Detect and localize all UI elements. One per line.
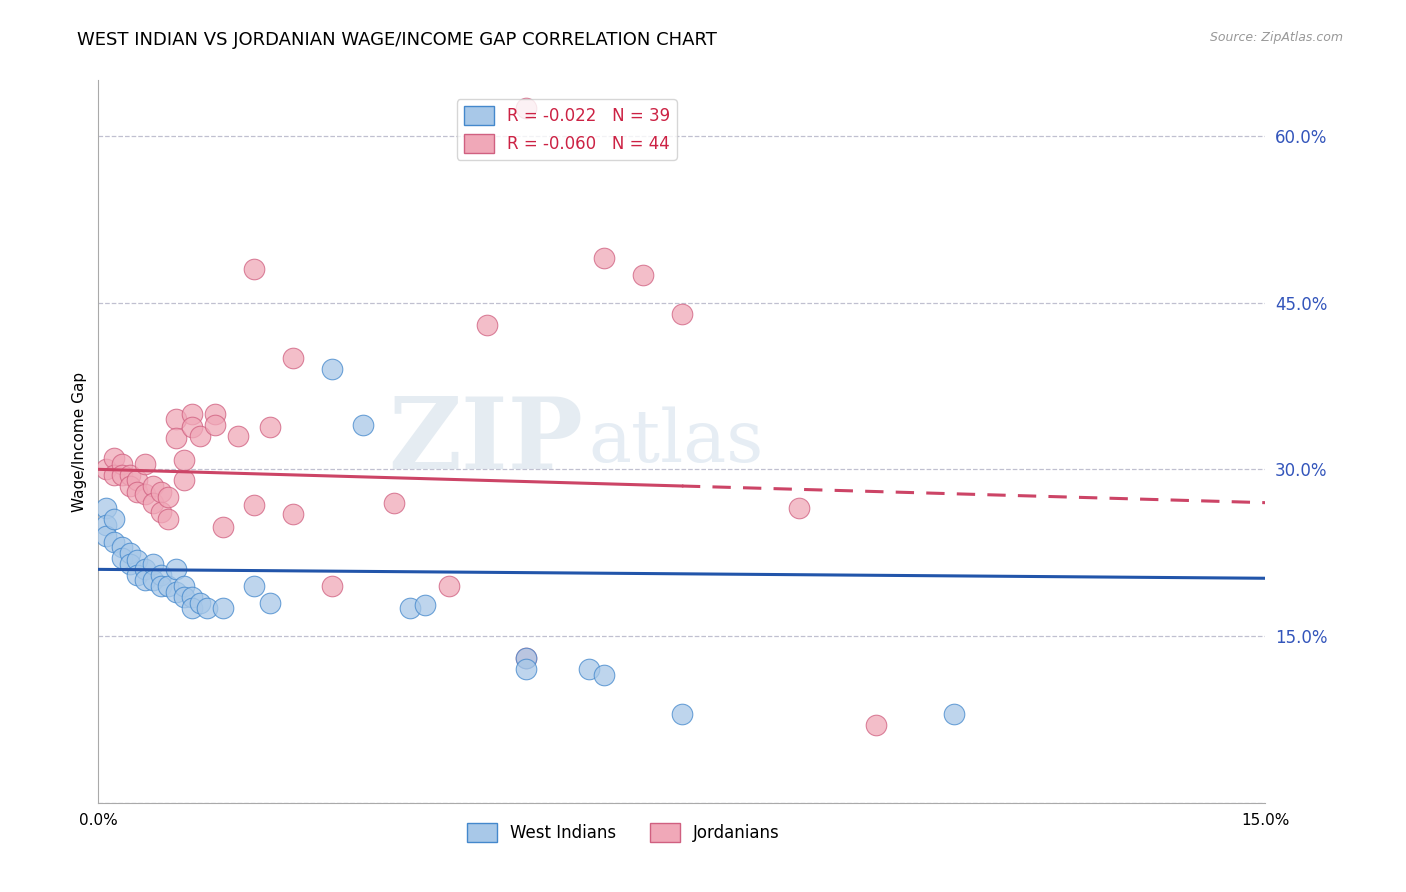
Point: [149, 579, 172, 593]
Point: [188, 596, 211, 610]
Point: [118, 479, 141, 493]
Point: [212, 520, 235, 534]
Point: [631, 268, 654, 282]
Point: [118, 467, 141, 482]
Point: [165, 431, 187, 445]
Point: [96, 462, 118, 476]
Point: [865, 718, 887, 732]
Point: [671, 307, 693, 321]
Point: [127, 474, 149, 488]
Point: [195, 601, 218, 615]
Point: [437, 579, 460, 593]
Point: [321, 579, 343, 593]
Point: [165, 584, 187, 599]
Point: [134, 457, 156, 471]
Point: [149, 568, 172, 582]
Text: Source: ZipAtlas.com: Source: ZipAtlas.com: [1209, 31, 1343, 45]
Point: [127, 553, 149, 567]
Point: [593, 668, 616, 682]
Point: [243, 262, 266, 277]
Point: [515, 101, 537, 115]
Point: [111, 540, 134, 554]
Point: [382, 496, 405, 510]
Point: [96, 529, 118, 543]
Point: [180, 407, 202, 421]
Point: [173, 579, 195, 593]
Point: [180, 590, 202, 604]
Point: [413, 598, 436, 612]
Point: [111, 457, 134, 471]
Text: atlas: atlas: [589, 406, 763, 477]
Point: [157, 579, 180, 593]
Point: [149, 484, 172, 499]
Y-axis label: Wage/Income Gap: Wage/Income Gap: [72, 371, 87, 512]
Point: [243, 579, 266, 593]
Point: [515, 651, 537, 665]
Point: [515, 651, 537, 665]
Point: [180, 601, 202, 615]
Point: [142, 574, 165, 588]
Point: [173, 474, 195, 488]
Point: [142, 496, 165, 510]
Point: [671, 706, 693, 721]
Point: [165, 562, 187, 576]
Point: [111, 467, 134, 482]
Point: [134, 562, 156, 576]
Point: [593, 251, 616, 265]
Point: [173, 590, 195, 604]
Point: [243, 498, 266, 512]
Point: [127, 568, 149, 582]
Point: [204, 417, 226, 432]
Point: [204, 407, 226, 421]
Point: [259, 420, 281, 434]
Point: [157, 512, 180, 526]
Point: [188, 429, 211, 443]
Point: [103, 467, 125, 482]
Text: WEST INDIAN VS JORDANIAN WAGE/INCOME GAP CORRELATION CHART: WEST INDIAN VS JORDANIAN WAGE/INCOME GAP…: [77, 31, 717, 49]
Point: [134, 574, 156, 588]
Legend: West Indians, Jordanians: West Indians, Jordanians: [460, 816, 787, 848]
Point: [96, 517, 118, 532]
Text: ZIP: ZIP: [388, 393, 582, 490]
Point: [165, 412, 187, 426]
Point: [578, 662, 600, 676]
Point: [103, 512, 125, 526]
Point: [398, 601, 420, 615]
Point: [943, 706, 966, 721]
Point: [173, 453, 195, 467]
Point: [477, 318, 499, 332]
Point: [127, 484, 149, 499]
Point: [787, 501, 810, 516]
Point: [96, 501, 118, 516]
Point: [281, 351, 304, 366]
Point: [180, 420, 202, 434]
Point: [142, 557, 165, 571]
Point: [103, 451, 125, 466]
Point: [149, 505, 172, 519]
Point: [103, 534, 125, 549]
Point: [111, 551, 134, 566]
Point: [352, 417, 374, 432]
Point: [321, 362, 343, 376]
Point: [281, 507, 304, 521]
Point: [142, 479, 165, 493]
Point: [515, 662, 537, 676]
Point: [118, 557, 141, 571]
Point: [157, 490, 180, 504]
Point: [259, 596, 281, 610]
Point: [118, 546, 141, 560]
Point: [134, 487, 156, 501]
Point: [212, 601, 235, 615]
Point: [228, 429, 250, 443]
